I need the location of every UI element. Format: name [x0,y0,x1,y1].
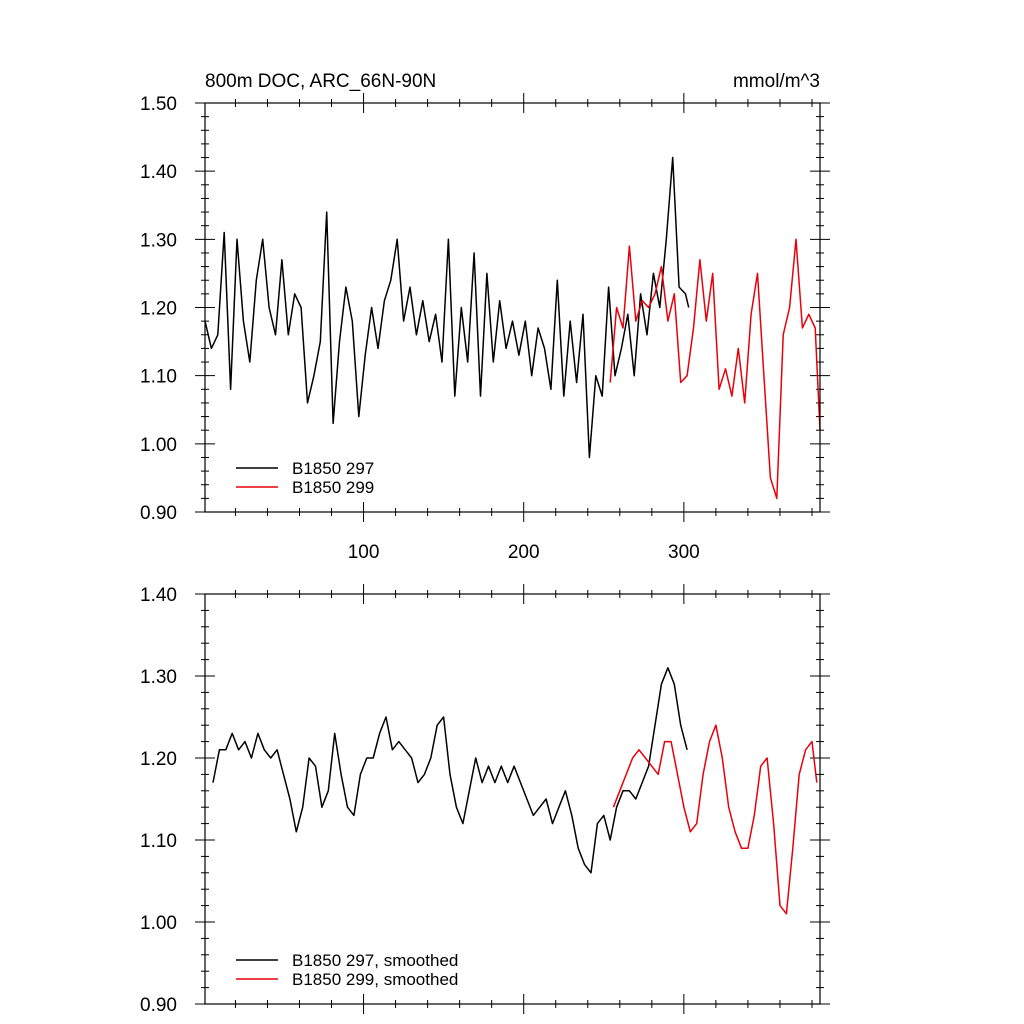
legend-label: B1850 297 [292,459,374,478]
data-lines [212,667,818,915]
plot-frame [204,102,821,513]
y-tick-label: 0.90 [140,503,177,524]
series-line-0 [204,156,690,459]
y-tick-label: 1.10 [140,831,177,852]
y-tick-label: 1.40 [140,585,177,606]
y-tick-label: 1.40 [140,162,177,183]
y-tick-label: 1.50 [140,94,177,115]
plot-frame [204,593,821,1005]
units-label: mmol/m^3 [733,71,820,92]
y-tick-label: 1.20 [140,749,177,770]
x-tick-label: 300 [668,542,700,563]
y-tick-label: 1.30 [140,667,177,688]
y-tick-label: 1.00 [140,913,177,934]
legend-label: B1850 299, smoothed [292,970,458,989]
x-tick-label: 200 [508,542,540,563]
series-line-1 [609,238,821,500]
tick-labels: 0.90 1.00 1.10 1.20 1.30 1.40 1.50 100 200 300 [140,94,700,563]
y-tick-label: 1.00 [140,435,177,456]
chart-title: 800m DOC, ARC_66N-90N [205,71,436,92]
y-tick-label: 1.20 [140,299,177,320]
x-tick-label: 100 [348,542,380,563]
bottom-panel: 0.90 1.00 1.10 1.20 1.30 1.40 B1850 297, smoo… [140,584,830,1016]
series-line-1 [612,724,818,915]
top-panel: 800m DOC, ARC_66N-90N mmol/m^3 0.90 1.00 1… [140,71,830,563]
axis-ticks [195,93,830,522]
y-tick-label: 1.10 [140,367,177,388]
y-tick-label: 0.90 [140,995,177,1016]
y-tick-label: 1.30 [140,230,177,251]
tick-labels: 0.90 1.00 1.10 1.20 1.30 1.40 [140,585,177,1016]
legend-label: B1850 299 [292,478,374,497]
series-line-0 [212,667,688,874]
legend-label: B1850 297, smoothed [292,951,458,970]
data-lines [204,156,821,500]
